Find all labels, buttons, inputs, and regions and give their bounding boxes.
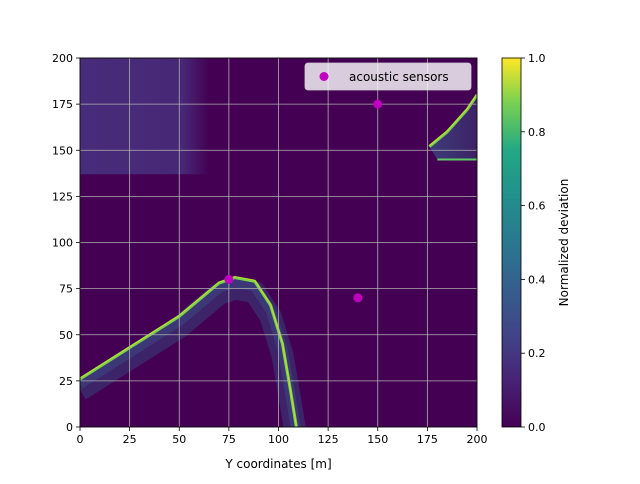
y-tick-label: 75 [59,283,73,296]
x-tick-label: 75 [222,433,236,446]
y-tick-label: 175 [52,98,73,111]
legend-marker-acoustic-sensors [319,72,329,81]
heatmap-region-1-ridge-highlight [80,276,297,427]
x-axis-label: Y coordinates [m] [224,457,331,471]
x-tick-label: 200 [467,433,488,446]
x-tick-label: 125 [318,433,339,446]
y-axis: 0 25 50 75 100 125 150 175 200 [52,52,80,434]
x-tick-label: 150 [367,433,388,446]
x-tick-label: 25 [123,433,137,446]
colorbar-tick-label: 0.2 [528,347,546,360]
heatmap-region-2-ridge-highlight [429,93,477,146]
y-tick-label: 25 [59,375,73,388]
colorbar-tick-label: 0.8 [528,126,546,139]
colorbar-tick-label: 0.0 [528,421,546,434]
scatter-point-acoustic-sensor [353,293,363,303]
x-tick-label: 50 [172,433,186,446]
plot-area [80,58,477,427]
legend-label-acoustic-sensors: acoustic sensors [349,70,449,84]
colorbar-label: Normalized deviation [557,179,571,307]
heatmap-region-1-glow [80,277,306,427]
x-tick-label: 100 [268,433,289,446]
grid [80,58,477,427]
y-tick-label: 100 [52,237,73,250]
heatmap-regions [80,58,477,427]
colorbar-ticks: 0.0 0.2 0.4 0.6 0.8 1.0 [521,52,546,434]
y-tick-label: 125 [52,190,73,203]
colorbar-tick-label: 1.0 [528,52,546,65]
colorbar-tick-label: 0.4 [528,273,546,286]
legend-box [304,62,472,91]
legend: acoustic sensors [304,62,472,91]
x-tick-label: 175 [417,433,438,446]
colorbar: 0.0 0.2 0.4 0.6 0.8 1.0 Normalized deviation [501,52,571,434]
y-tick-label: 150 [52,144,73,157]
heatmap-region-0 [80,58,210,175]
x-axis: 0 25 50 75 100 125 150 175 200 [77,427,488,446]
colorbar-gradient [501,57,522,428]
y-tick-label: 50 [59,329,73,342]
scatter-series [224,99,383,303]
y-tick-label: 200 [52,52,73,65]
y-tick-label: 0 [66,421,73,434]
x-tick-label: 0 [77,433,84,446]
colorbar-tick-label: 0.6 [528,200,546,213]
scatter-point-acoustic-sensor [373,99,383,109]
scatter-point-acoustic-sensor [224,274,234,284]
heatmap-region-2-ridge [428,94,477,148]
